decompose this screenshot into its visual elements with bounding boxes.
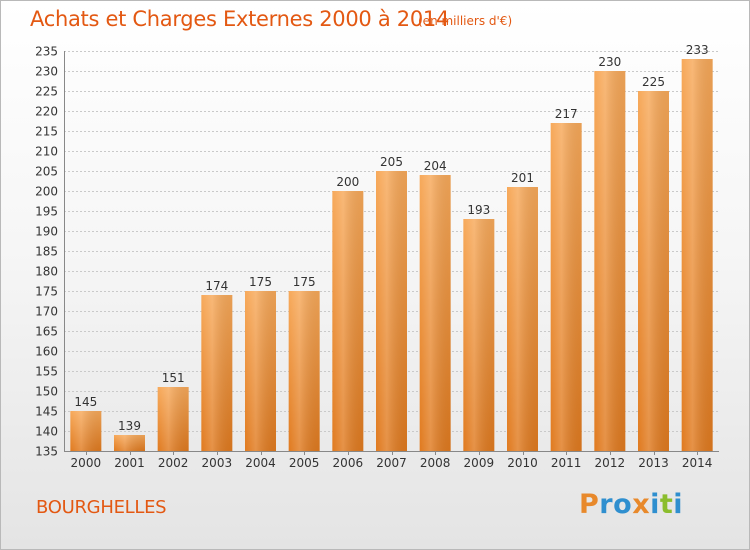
bar-shine [638, 91, 669, 451]
x-tick-label: 2004 [245, 456, 276, 470]
y-tick-label: 140 [35, 425, 58, 439]
data-label: 204 [424, 159, 447, 173]
bar-shine [332, 191, 364, 451]
bar-shine [245, 291, 276, 451]
x-tick-label: 2000 [71, 456, 102, 470]
data-label: 175 [293, 275, 316, 289]
bars [70, 59, 713, 451]
x-tick-label: 2011 [551, 456, 582, 470]
y-tick-label: 185 [35, 245, 58, 259]
y-tick-label: 225 [35, 85, 58, 99]
data-label: 175 [249, 275, 272, 289]
bar-shine [70, 411, 102, 451]
data-label: 225 [642, 75, 665, 89]
bar-shine [376, 171, 407, 451]
x-tick-label: 2001 [114, 456, 145, 470]
x-tick-label: 2005 [289, 456, 320, 470]
bar-shine [550, 123, 582, 451]
data-label: 139 [118, 419, 141, 433]
y-tick-label: 230 [35, 65, 58, 79]
x-tick-label: 2003 [202, 456, 233, 470]
data-label: 205 [380, 155, 403, 169]
data-label: 201 [511, 171, 534, 185]
y-tick-label: 220 [35, 105, 58, 119]
y-tick-label: 210 [35, 145, 58, 159]
commune-name: BOURGHELLES [36, 497, 167, 518]
bar-shine [419, 175, 451, 451]
x-tick-label: 2012 [595, 456, 626, 470]
data-label: 151 [162, 371, 185, 385]
chart-subtitle: (en milliers d'€) [418, 14, 513, 28]
y-tick-label: 155 [35, 365, 58, 379]
chart-title: Achats et Charges Externes 2000 à 2014 [30, 7, 450, 31]
y-tick-label: 180 [35, 265, 58, 279]
y-tick-label: 190 [35, 225, 58, 239]
bar-shine [157, 387, 189, 451]
y-tick-label: 205 [35, 165, 58, 179]
y-tick-label: 235 [35, 45, 58, 59]
y-tick-label: 200 [35, 185, 58, 199]
bar-shine [594, 71, 626, 451]
x-tick-label: 2013 [638, 456, 669, 470]
y-tick-label: 215 [35, 125, 58, 139]
y-tick-label: 165 [35, 325, 58, 339]
y-tick-label: 160 [35, 345, 58, 359]
data-label: 233 [686, 43, 709, 57]
data-label: 145 [74, 395, 97, 409]
y-tick-label: 145 [35, 405, 58, 419]
y-tick-label: 175 [35, 285, 58, 299]
data-labels: 145 139 151 174 175 175 200 205 204 193 201 217 230 2… [74, 43, 708, 433]
y-tick-label: 170 [35, 305, 58, 319]
data-label: 217 [555, 107, 578, 121]
x-tick-label: 2008 [420, 456, 451, 470]
proxiti-logo: Proxiti [579, 489, 684, 520]
bar-shine [507, 187, 538, 451]
bar-shine [463, 219, 495, 451]
axes: 135 140 145 150 155 160 165 170 175 180 185 190 195 2… [35, 45, 719, 470]
bar-shine [681, 59, 713, 451]
bar-shine [114, 435, 145, 451]
x-tick-label: 2002 [158, 456, 189, 470]
bar-shine [288, 291, 320, 451]
x-tick-label: 2006 [333, 456, 364, 470]
data-label: 200 [336, 175, 359, 189]
x-tick-label: 2009 [464, 456, 495, 470]
y-tick-label: 150 [35, 385, 58, 399]
x-tick-label: 2007 [376, 456, 407, 470]
y-tick-label: 135 [35, 445, 58, 459]
x-tick-label: 2014 [682, 456, 713, 470]
data-label: 193 [467, 203, 490, 217]
data-label: 174 [205, 279, 228, 293]
y-tick-label: 195 [35, 205, 58, 219]
data-label: 230 [598, 55, 621, 69]
bar-shine [201, 295, 233, 451]
x-tick-label: 2010 [507, 456, 538, 470]
